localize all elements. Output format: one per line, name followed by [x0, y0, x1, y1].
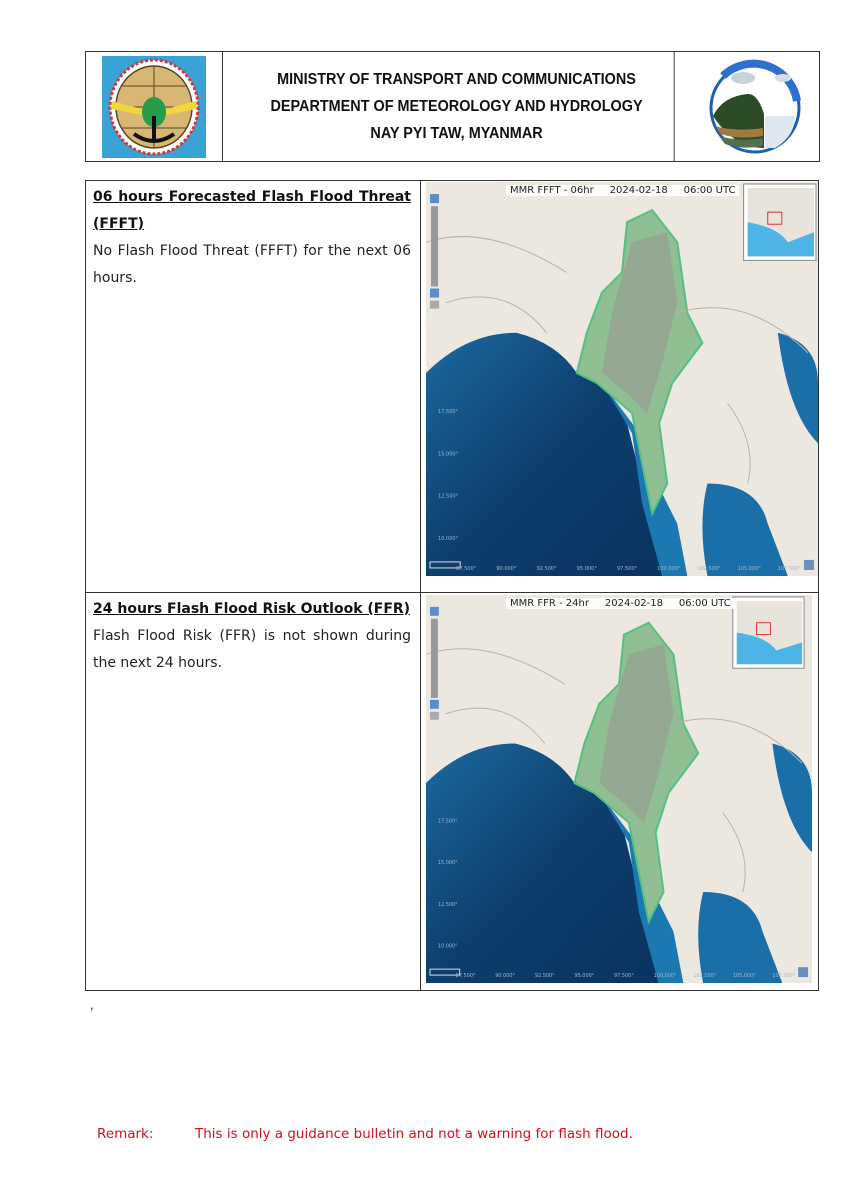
ffr-heading: 24 hours Flash Flood Risk Outlook (FFR)	[93, 601, 411, 617]
ministry-emblem-icon	[102, 55, 206, 158]
longitude-label: 87.500°	[456, 566, 477, 572]
map-canvas[interactable]: 17.500° 15.000° 12.500° 10.000° 87.500° 90.00…	[426, 595, 812, 983]
latitude-label: 12.500°	[438, 902, 458, 908]
latitude-label: 15.000°	[438, 860, 458, 866]
water-cycle-icon	[709, 59, 801, 153]
longitude-label: 92.500°	[537, 566, 558, 572]
map-title: MMR FFFT - 06hr 2024-02-18 06:00 UTC	[506, 185, 740, 196]
longitude-label: 97.500°	[614, 973, 634, 979]
longitude-label: 95.000°	[574, 973, 594, 979]
latitude-label: 10.000°	[438, 943, 458, 949]
longitude-label: 97.500°	[617, 566, 638, 572]
department-name: DEPARTMENT OF METEOROLOGY AND HYDROLOGY	[270, 97, 643, 115]
latitude-label: 17.500°	[438, 819, 458, 825]
longitude-label: 92.500°	[535, 973, 555, 979]
remark-label: Remark:	[97, 1126, 154, 1142]
longitude-label: 107.500°	[778, 566, 802, 572]
forecast-table: 06 hours Forecasted Flash Flood Threat (…	[85, 180, 819, 991]
ffft-section: 06 hours Forecasted Flash Flood Threat (…	[93, 184, 411, 292]
latitude-label: 15.000°	[438, 451, 459, 457]
longitude-label: 100.000°	[654, 973, 677, 979]
ffft-body: No Flash Flood Threat (FFFT) for the nex…	[93, 243, 411, 286]
longitude-label: 102.500°	[693, 973, 716, 979]
stray-mark: ,	[90, 998, 94, 1012]
location: NAY PYI TAW, MYANMAR	[370, 124, 543, 142]
ffr-map[interactable]: 17.500° 15.000° 12.500° 10.000° 87.500° 90.00…	[426, 595, 812, 983]
longitude-label: 90.000°	[496, 566, 517, 572]
ffft-map[interactable]: 17.500° 15.000° 12.500° 10.000° 87.500° 90.00…	[426, 182, 818, 576]
longitude-label: 87.500°	[456, 973, 476, 979]
map-title: MMR FFR - 24hr 2024-02-18 06:00 UTC	[506, 598, 735, 609]
ministry-name: MINISTRY OF TRANSPORT AND COMMUNICATIONS	[277, 70, 636, 88]
longitude-label: 102.500°	[697, 566, 721, 572]
longitude-label: 100.000°	[657, 566, 681, 572]
ffr-section: 24 hours Flash Flood Risk Outlook (FFR) …	[93, 596, 411, 677]
longitude-label: 105.000°	[738, 566, 762, 572]
longitude-label: 95.000°	[577, 566, 598, 572]
remark-text: This is only a guidance bulletin and not…	[195, 1126, 633, 1142]
map-canvas[interactable]: 17.500° 15.000° 12.500° 10.000° 87.500° 90.00…	[426, 182, 818, 576]
ffft-heading: 06 hours Forecasted Flash Flood Threat (…	[93, 189, 411, 232]
longitude-label: 90.000°	[495, 973, 515, 979]
longitude-label: 105.000°	[733, 973, 756, 979]
latitude-label: 12.500°	[438, 494, 459, 500]
latitude-label: 17.500°	[438, 409, 459, 415]
longitude-label: 107.500°	[772, 973, 795, 979]
latitude-label: 10.000°	[438, 536, 459, 542]
ffr-body: Flash Flood Risk (FFR) is not shown duri…	[93, 628, 411, 671]
letterhead: MINISTRY OF TRANSPORT AND COMMUNICATIONS…	[85, 51, 820, 162]
